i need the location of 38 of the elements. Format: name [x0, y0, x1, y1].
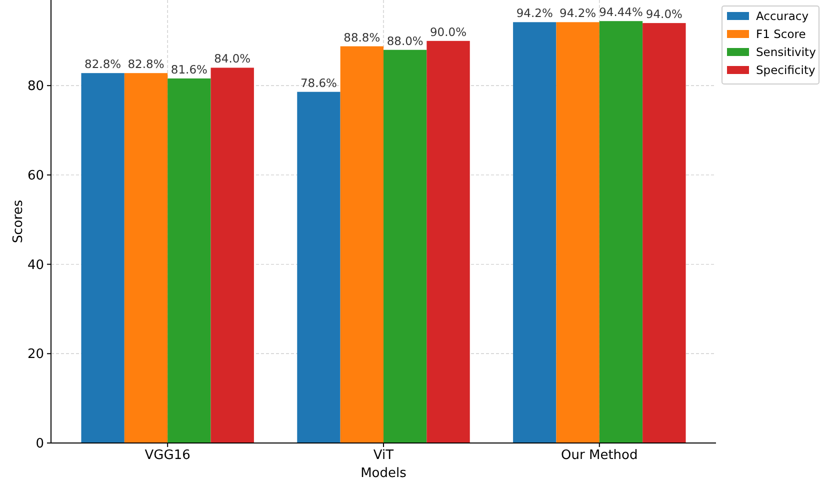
bar — [124, 73, 168, 443]
y-tick-label: 20 — [27, 347, 44, 362]
legend-label: Sensitivity — [756, 45, 816, 60]
data-label: 94.2% — [560, 6, 596, 20]
data-label: 94.0% — [646, 7, 683, 22]
data-label: 94.44% — [599, 5, 643, 20]
bar — [210, 68, 254, 443]
data-label: 82.8% — [128, 57, 164, 72]
bar — [168, 78, 211, 443]
bar — [297, 92, 340, 443]
bar — [340, 46, 384, 443]
data-label: 78.6% — [300, 76, 338, 90]
x-tick-label: ViT — [373, 448, 394, 463]
y-tick-label: 0 — [36, 436, 44, 452]
data-label: 88.0% — [386, 34, 424, 48]
y-tick-label: 40 — [27, 258, 44, 273]
bar — [599, 21, 643, 443]
bar — [384, 50, 427, 443]
legend-label: Accuracy — [756, 9, 809, 24]
y-tick-label: 60 — [27, 168, 44, 184]
x-axis-title: Models — [360, 466, 407, 481]
data-label: 94.2% — [516, 6, 553, 20]
x-tick-label: VGG16 — [144, 448, 190, 463]
bar — [426, 40, 470, 443]
y-axis-title: Scores — [11, 200, 26, 244]
data-label: 82.8% — [84, 57, 122, 72]
bar — [642, 23, 686, 443]
legend-label: F1 Score — [756, 27, 806, 42]
data-label: 90.0% — [430, 24, 467, 39]
bar — [556, 22, 600, 443]
legend-label: Specificity — [756, 63, 816, 78]
bar — [513, 22, 556, 443]
data-label: 88.8% — [344, 30, 380, 44]
x-tick-label: Our Method — [561, 448, 638, 463]
y-tick-label: 80 — [27, 79, 44, 94]
data-label: 84.0% — [214, 52, 251, 66]
bar — [81, 73, 124, 443]
data-label: 81.6% — [170, 62, 208, 76]
